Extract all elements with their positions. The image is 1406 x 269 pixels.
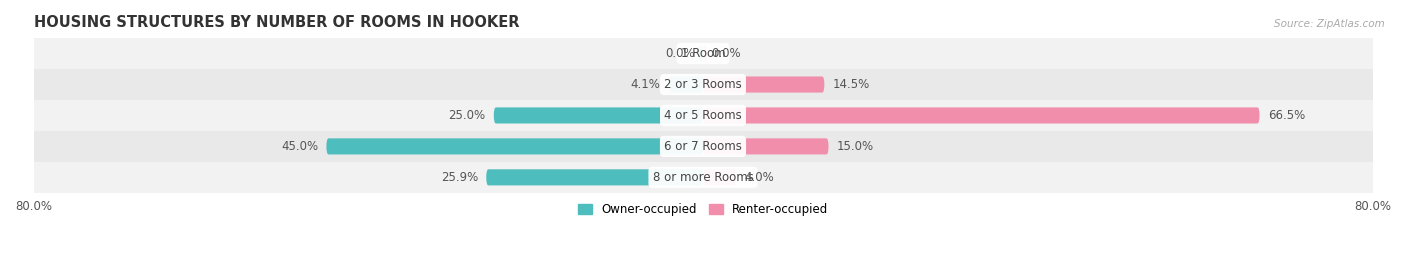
FancyBboxPatch shape — [703, 138, 828, 154]
Text: 66.5%: 66.5% — [1268, 109, 1305, 122]
FancyBboxPatch shape — [703, 107, 1260, 123]
Text: 25.0%: 25.0% — [449, 109, 485, 122]
Text: 6 or 7 Rooms: 6 or 7 Rooms — [664, 140, 742, 153]
FancyBboxPatch shape — [703, 45, 707, 62]
Text: 14.5%: 14.5% — [832, 78, 870, 91]
Bar — [34, 38, 1372, 69]
Text: 15.0%: 15.0% — [837, 140, 875, 153]
Bar — [34, 100, 1372, 131]
Bar — [34, 162, 1372, 193]
Text: 0.0%: 0.0% — [711, 47, 741, 60]
FancyBboxPatch shape — [486, 169, 703, 185]
Text: 4.1%: 4.1% — [630, 78, 661, 91]
FancyBboxPatch shape — [669, 76, 703, 93]
FancyBboxPatch shape — [494, 107, 703, 123]
Legend: Owner-occupied, Renter-occupied: Owner-occupied, Renter-occupied — [572, 199, 834, 221]
Text: 0.0%: 0.0% — [665, 47, 695, 60]
Bar — [34, 131, 1372, 162]
Text: 1 Room: 1 Room — [681, 47, 725, 60]
Text: 8 or more Rooms: 8 or more Rooms — [652, 171, 754, 184]
Text: 45.0%: 45.0% — [281, 140, 318, 153]
Bar — [34, 69, 1372, 100]
FancyBboxPatch shape — [703, 169, 737, 185]
Text: HOUSING STRUCTURES BY NUMBER OF ROOMS IN HOOKER: HOUSING STRUCTURES BY NUMBER OF ROOMS IN… — [34, 15, 519, 30]
FancyBboxPatch shape — [326, 138, 703, 154]
FancyBboxPatch shape — [703, 76, 824, 93]
Text: Source: ZipAtlas.com: Source: ZipAtlas.com — [1274, 19, 1385, 29]
Text: 4.0%: 4.0% — [745, 171, 775, 184]
Text: 2 or 3 Rooms: 2 or 3 Rooms — [664, 78, 742, 91]
FancyBboxPatch shape — [699, 45, 703, 62]
Text: 25.9%: 25.9% — [440, 171, 478, 184]
Text: 4 or 5 Rooms: 4 or 5 Rooms — [664, 109, 742, 122]
